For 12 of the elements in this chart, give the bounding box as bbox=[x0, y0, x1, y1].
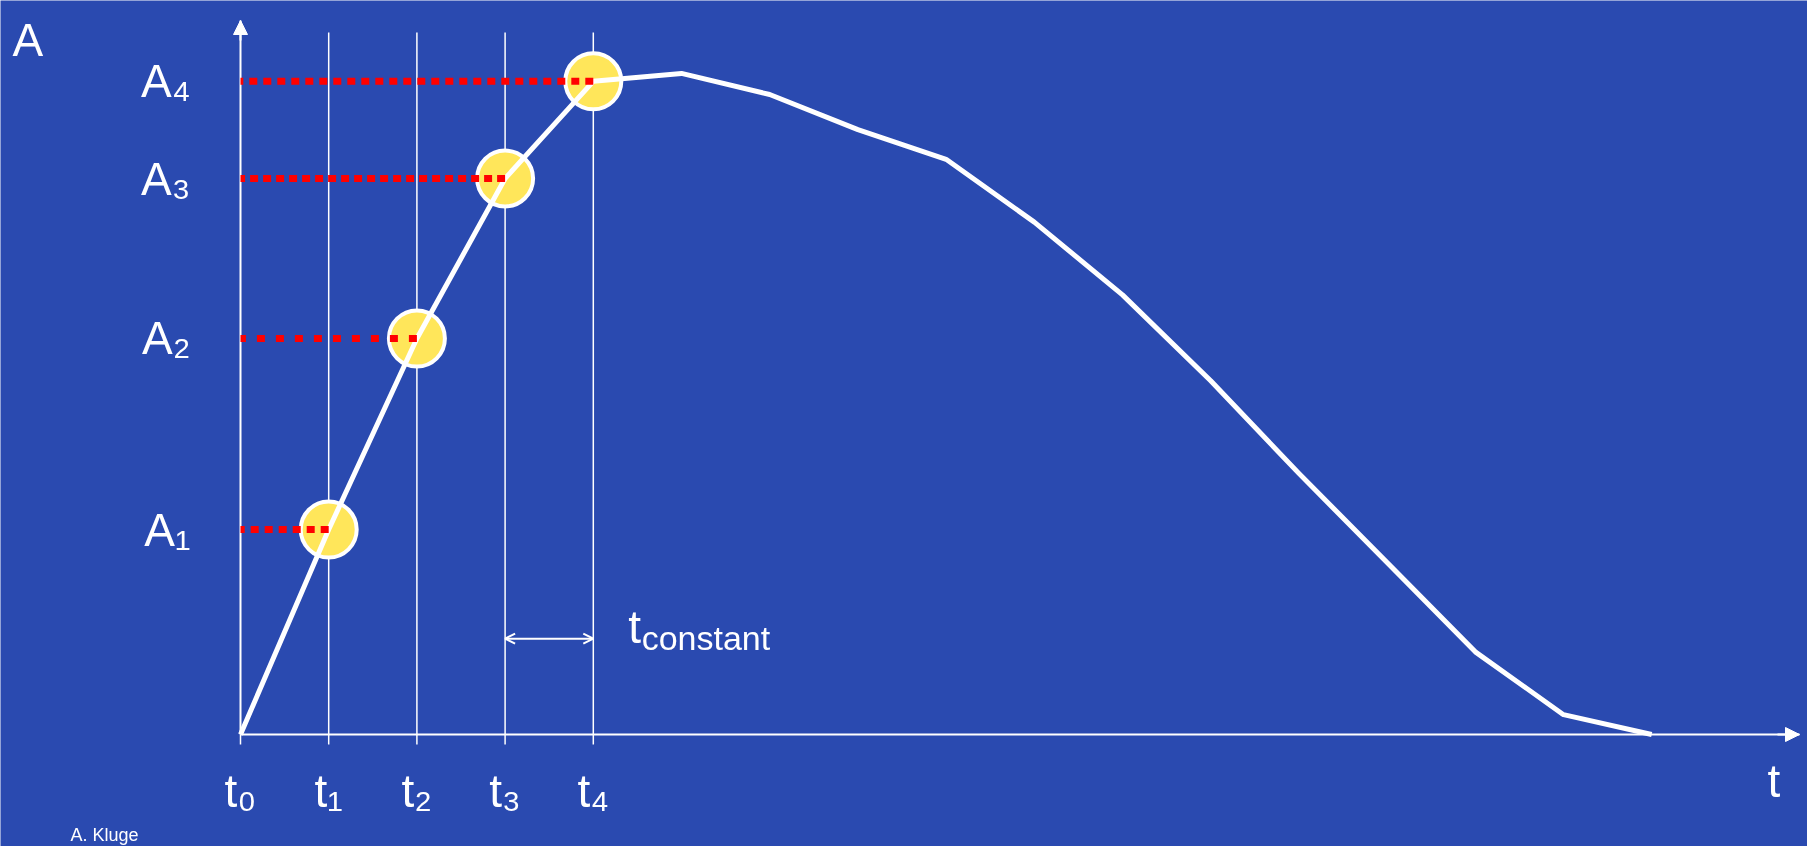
x-axis-title: t bbox=[1767, 754, 1781, 807]
annotation: A₄ bbox=[141, 55, 191, 108]
text: A. Kluge bbox=[70, 824, 139, 845]
x-tick-label: t₄ bbox=[577, 764, 610, 817]
annotation: A₃ bbox=[141, 152, 191, 205]
x-tick-label: t₃ bbox=[489, 764, 521, 817]
y-axis-title: A bbox=[12, 13, 44, 66]
annotation: A₁ bbox=[144, 503, 191, 556]
x-tick-label: t₂ bbox=[401, 764, 433, 817]
annotation: A₂ bbox=[141, 312, 191, 365]
x-tick-label: t₀ bbox=[224, 764, 257, 817]
x-tick-label: t₁ bbox=[314, 764, 343, 817]
